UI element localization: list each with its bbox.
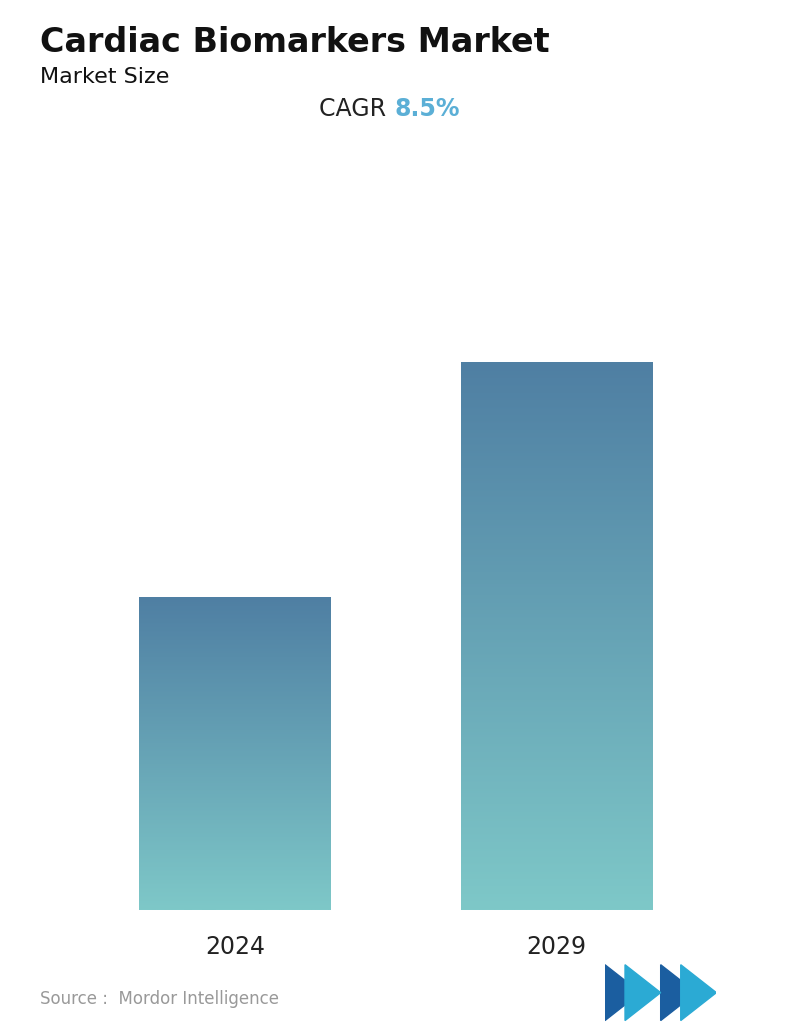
Text: Cardiac Biomarkers Market: Cardiac Biomarkers Market — [40, 26, 549, 59]
Text: Source :  Mordor Intelligence: Source : Mordor Intelligence — [40, 991, 279, 1008]
Polygon shape — [681, 965, 716, 1021]
Text: Market Size: Market Size — [40, 67, 170, 87]
Text: 8.5%: 8.5% — [394, 96, 459, 121]
Text: 2029: 2029 — [527, 935, 587, 959]
Polygon shape — [661, 965, 696, 1021]
Text: 2024: 2024 — [205, 935, 265, 959]
Polygon shape — [605, 965, 641, 1021]
Text: CAGR: CAGR — [319, 96, 394, 121]
Polygon shape — [625, 965, 661, 1021]
